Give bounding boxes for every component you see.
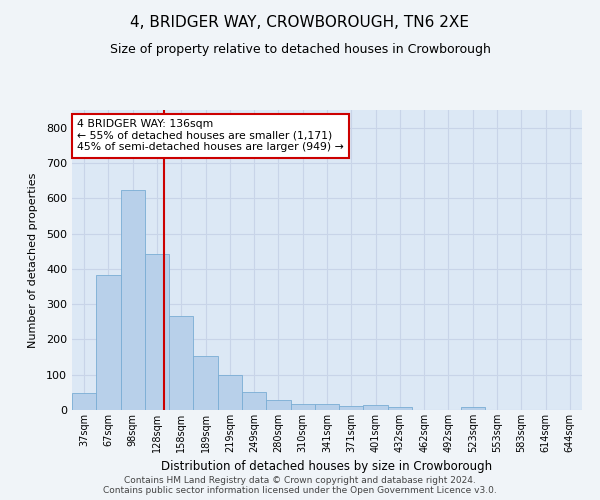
- Bar: [72, 394, 96, 410]
- Bar: [169, 316, 193, 410]
- Text: Size of property relative to detached houses in Crowborough: Size of property relative to detached ho…: [110, 42, 490, 56]
- Bar: [315, 404, 339, 410]
- Bar: [218, 376, 242, 410]
- Bar: [121, 190, 145, 410]
- Bar: [461, 407, 485, 410]
- Text: 4, BRIDGER WAY, CROWBOROUGH, TN6 2XE: 4, BRIDGER WAY, CROWBOROUGH, TN6 2XE: [131, 15, 470, 30]
- Bar: [145, 254, 169, 410]
- Bar: [193, 356, 218, 410]
- Bar: [364, 404, 388, 410]
- Bar: [339, 406, 364, 410]
- Bar: [96, 275, 121, 410]
- Y-axis label: Number of detached properties: Number of detached properties: [28, 172, 38, 348]
- Text: Contains HM Land Registry data © Crown copyright and database right 2024.
Contai: Contains HM Land Registry data © Crown c…: [103, 476, 497, 495]
- Bar: [266, 400, 290, 410]
- Bar: [388, 407, 412, 410]
- Bar: [242, 392, 266, 410]
- Bar: [290, 404, 315, 410]
- Text: 4 BRIDGER WAY: 136sqm
← 55% of detached houses are smaller (1,171)
45% of semi-d: 4 BRIDGER WAY: 136sqm ← 55% of detached …: [77, 119, 344, 152]
- X-axis label: Distribution of detached houses by size in Crowborough: Distribution of detached houses by size …: [161, 460, 493, 473]
